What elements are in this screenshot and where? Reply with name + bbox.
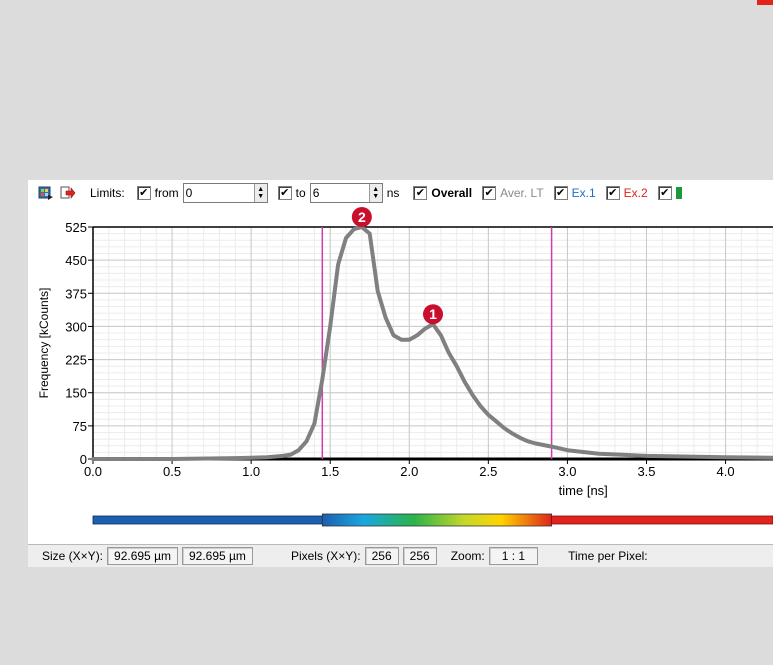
colorbar-right-band bbox=[551, 515, 773, 525]
colorbar-gradient bbox=[321, 513, 553, 527]
from-spin-arrows[interactable]: ▲ ▼ bbox=[253, 184, 267, 202]
ex2-label: Ex.2 bbox=[623, 186, 648, 200]
grid-export-icon[interactable] bbox=[38, 185, 54, 201]
status-bar: Size (X×Y): 92.695 µm 92.695 µm Pixels (… bbox=[28, 544, 773, 567]
decay-curve-line bbox=[91, 225, 773, 461]
y-tick-label: 225 bbox=[65, 353, 87, 368]
decay-histogram-panel: Limits: ✔ from ▲▼ ✔ to ▲▼ ns ✔ Overall ✔… bbox=[28, 180, 773, 567]
to-checkbox[interactable]: ✔ bbox=[277, 186, 292, 200]
y-tick-label: 0 bbox=[80, 452, 87, 467]
to-spin-arrows[interactable]: ▲ ▼ bbox=[368, 184, 382, 202]
marker-2-badge bbox=[351, 207, 372, 227]
overall-checkbox[interactable]: ✔ bbox=[413, 186, 428, 200]
decay-chart: 0.0 0.5 1.0 1.5 2.0 2.5 3.0 3.5 4.0 525 450 375 300 2… bbox=[28, 206, 773, 527]
time-per-pixel-label: Time per Pixel: bbox=[568, 549, 648, 563]
y-tick-label: 375 bbox=[65, 286, 87, 301]
ex2-checkbox[interactable]: ✔ bbox=[605, 186, 620, 200]
aver-lt-checkbox[interactable]: ✔ bbox=[482, 186, 497, 200]
y-tick-label: 525 bbox=[65, 220, 87, 235]
marker-1-label: 1 bbox=[429, 306, 437, 322]
size-y-value: 92.695 µm bbox=[181, 547, 253, 565]
limits-label: Limits: bbox=[90, 186, 125, 200]
toolbar: Limits: ✔ from ▲▼ ✔ to ▲▼ ns ✔ Overall ✔… bbox=[28, 180, 773, 206]
x-tick-label: 4.0 bbox=[717, 464, 735, 479]
from-input[interactable] bbox=[183, 184, 254, 202]
x-tick-label: 0.5 bbox=[163, 464, 181, 479]
pixels-x-value: 256 bbox=[364, 547, 399, 565]
y-axis-label: Frequency [kCounts] bbox=[37, 288, 51, 399]
marker-1-badge bbox=[423, 304, 443, 325]
pixels-label: Pixels (X×Y): bbox=[290, 549, 361, 563]
colorbar-left-band bbox=[92, 515, 323, 525]
aver-lt-label: Aver. LT bbox=[500, 186, 544, 200]
x-tick-label: 2.5 bbox=[479, 464, 497, 479]
to-label: to bbox=[295, 186, 306, 200]
export-arrow-icon[interactable] bbox=[60, 185, 76, 201]
x-tick-label: 1.5 bbox=[321, 464, 339, 479]
ex3-label-partial bbox=[675, 187, 682, 199]
from-spinbox[interactable]: ▲▼ bbox=[182, 183, 268, 203]
y-tick-label: 75 bbox=[73, 419, 87, 434]
ex1-label: Ex.1 bbox=[571, 186, 596, 200]
zoom-value: 1 : 1 bbox=[488, 547, 539, 565]
y-tick-label: 300 bbox=[65, 319, 87, 334]
size-x-value: 92.695 µm bbox=[107, 547, 178, 565]
unit-label: ns bbox=[386, 186, 400, 200]
ex1-checkbox[interactable]: ✔ bbox=[553, 186, 568, 200]
corner-accent-mark bbox=[757, 0, 773, 5]
to-input[interactable] bbox=[310, 184, 369, 202]
x-axis-label: time [ns] bbox=[559, 483, 608, 498]
x-tick-label: 3.5 bbox=[637, 464, 655, 479]
ex3-checkbox[interactable]: ✔ bbox=[657, 186, 672, 200]
pixels-y-value: 256 bbox=[402, 547, 437, 565]
y-tick-label: 150 bbox=[65, 386, 87, 401]
to-spinbox[interactable]: ▲▼ bbox=[309, 183, 383, 203]
x-tick-label: 0.0 bbox=[84, 464, 102, 479]
x-tick-label: 3.0 bbox=[558, 464, 576, 479]
y-tick-label: 450 bbox=[65, 253, 87, 268]
marker-2-label: 2 bbox=[358, 209, 366, 225]
decay-chart-svg: 0.0 0.5 1.0 1.5 2.0 2.5 3.0 3.5 4.0 525 450 375 300 2… bbox=[37, 207, 773, 527]
from-label: from bbox=[154, 186, 179, 200]
x-tick-label: 2.0 bbox=[400, 464, 418, 479]
overall-label: Overall bbox=[431, 186, 473, 200]
size-label: Size (X×Y): bbox=[42, 549, 104, 563]
x-tick-label: 1.0 bbox=[242, 464, 260, 479]
zoom-label: Zoom: bbox=[450, 549, 485, 563]
from-checkbox[interactable]: ✔ bbox=[136, 186, 151, 200]
